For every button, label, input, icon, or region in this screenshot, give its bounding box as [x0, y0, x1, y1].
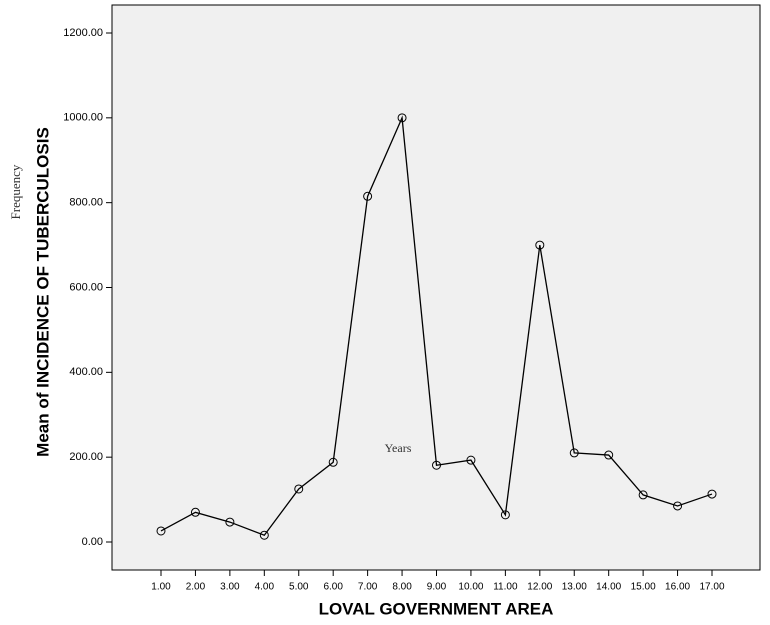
marker: [466, 455, 476, 465]
x-axis-label: LOVAL GOVERNMENT AREA: [319, 599, 554, 618]
x-tick-label: 5.00: [289, 582, 309, 593]
x-tick-label: 4.00: [255, 582, 275, 593]
plot-area: [111, 4, 761, 571]
annotation: Frequency: [8, 164, 23, 219]
x-tick-label: 2.00: [186, 582, 206, 593]
marker: [673, 501, 683, 511]
y-tick-label: 800.00: [69, 197, 103, 209]
x-tick-label: 6.00: [323, 582, 343, 593]
y-tick-label: 0.00: [82, 536, 103, 548]
x-tick-label: 10.00: [458, 582, 483, 593]
x-tick-label: 17.00: [699, 582, 724, 593]
marker: [294, 484, 304, 494]
marker: [397, 113, 407, 123]
x-tick-label: 13.00: [562, 582, 587, 593]
y-tick-label: 200.00: [69, 451, 103, 463]
marker: [604, 450, 614, 460]
x-tick-label: 9.00: [427, 582, 447, 593]
y-tick-label: 600.00: [69, 281, 103, 293]
marker: [363, 191, 373, 201]
x-tick-label: 16.00: [665, 582, 690, 593]
x-tick-label: 12.00: [527, 582, 552, 593]
line: [160, 115, 713, 537]
x-tick-label: 1.00: [151, 582, 171, 593]
marker: [225, 517, 235, 527]
marker: [638, 490, 648, 500]
y-tick-label: 1200.00: [63, 27, 103, 39]
x-tick-label: 7.00: [358, 582, 378, 593]
x-tick-label: 11.00: [493, 582, 518, 593]
marker: [156, 526, 166, 536]
annotation: Years: [385, 441, 412, 455]
x-tick-label: 14.00: [596, 582, 621, 593]
marker: [432, 460, 441, 470]
x-tick-label: 15.00: [631, 582, 656, 593]
marker: [707, 489, 717, 499]
x-tick-label: 8.00: [392, 582, 412, 593]
marker: [500, 510, 510, 520]
marker: [259, 530, 269, 540]
x-tick-label: 3.00: [220, 582, 240, 593]
marker: [328, 457, 338, 467]
y-tick-label: 400.00: [69, 366, 103, 378]
y-axis-label: Mean of INCIDENCE OF TUBERCULOSIS: [33, 127, 52, 457]
y-tick-label: 1000.00: [63, 112, 103, 124]
marker: [190, 507, 200, 517]
marker: [535, 240, 545, 250]
marker: [569, 448, 579, 458]
